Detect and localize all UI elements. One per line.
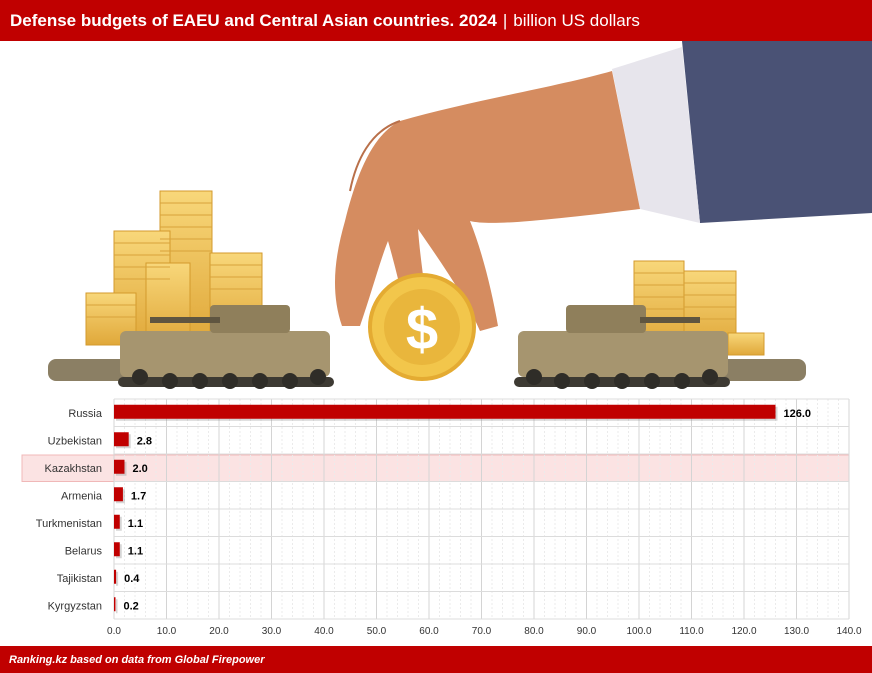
chart-title: Defense budgets of EAEU and Central Asia…	[10, 10, 497, 30]
category-label: Uzbekistan	[48, 435, 102, 447]
x-tick-labels: 0.0 10.0 20.0 30.0 40.0 50.0 60.0 70.0 80.0 90.0 1…	[107, 626, 862, 637]
data-label: 126.0	[784, 408, 812, 420]
x-tick-label: 50.0	[367, 626, 387, 637]
bar	[114, 459, 125, 474]
x-tick-label: 0.0	[107, 626, 121, 637]
x-tick-label: 60.0	[419, 626, 439, 637]
unit-label: billion US dollars	[513, 10, 640, 30]
x-tick-label: 80.0	[524, 626, 544, 637]
data-label: 0.4	[124, 573, 140, 585]
coin-stack-icon	[85, 190, 263, 346]
bar-shadow	[116, 571, 119, 586]
data-label: 2.0	[133, 463, 148, 475]
bar	[114, 404, 776, 419]
x-tick-label: 10.0	[157, 626, 177, 637]
x-tick-label: 70.0	[472, 626, 492, 637]
data-label: 1.1	[128, 545, 143, 557]
x-tick-label: 140.0	[836, 626, 861, 637]
source-note: Ranking.kz based on data from Global Fir…	[9, 653, 265, 666]
bars	[114, 404, 778, 614]
x-tick-label: 110.0	[679, 626, 704, 637]
category-label: Tajikistan	[57, 573, 102, 585]
data-label: 0.2	[124, 600, 139, 612]
data-label: 1.7	[131, 490, 146, 502]
highlight-row-band	[21, 454, 850, 482]
x-tick-label: 100.0	[626, 626, 651, 637]
value-labels: 126.0 2.8 2.0 1.7 1.1 1.1 0.4 0.2	[124, 408, 812, 613]
x-tick-label: 130.0	[784, 626, 809, 637]
hand-icon	[334, 41, 872, 331]
illustration: $	[48, 41, 872, 389]
category-label: Russia	[68, 408, 103, 420]
tank-icon	[514, 305, 806, 389]
x-tick-label: 90.0	[577, 626, 597, 637]
tank-icon	[48, 305, 334, 389]
header-bar: Defense budgets of EAEU and Central Asia…	[0, 0, 872, 41]
category-label: Kyrgyzstan	[48, 600, 102, 612]
bar	[114, 569, 117, 584]
data-label: 2.8	[137, 435, 152, 447]
bar	[114, 542, 120, 557]
x-tick-label: 120.0	[731, 626, 756, 637]
category-label: Kazakhstan	[45, 463, 102, 475]
grid	[113, 398, 850, 620]
title-separator: |	[502, 10, 508, 30]
bar	[114, 487, 123, 502]
x-tick-label: 20.0	[209, 626, 229, 637]
x-tick-label: 40.0	[314, 626, 334, 637]
bar-shadow	[116, 599, 118, 614]
row-labels: Russia Uzbekistan Kazakhstan Armenia Turkmen…	[36, 408, 103, 613]
data-label: 1.1	[128, 518, 143, 530]
category-label: Belarus	[65, 545, 103, 557]
category-label: Armenia	[61, 490, 103, 502]
svg-text:$: $	[406, 297, 438, 362]
category-label: Turkmenistan	[36, 518, 102, 530]
footer-bar: Ranking.kz based on data from Global Fir…	[0, 646, 872, 673]
bar-chart: Russia Uzbekistan Kazakhstan Armenia Turkmen…	[21, 398, 862, 637]
bar	[114, 432, 129, 447]
bar	[114, 597, 116, 612]
dollar-coin-icon: $	[368, 273, 476, 381]
bar	[114, 514, 120, 529]
x-tick-label: 30.0	[262, 626, 282, 637]
